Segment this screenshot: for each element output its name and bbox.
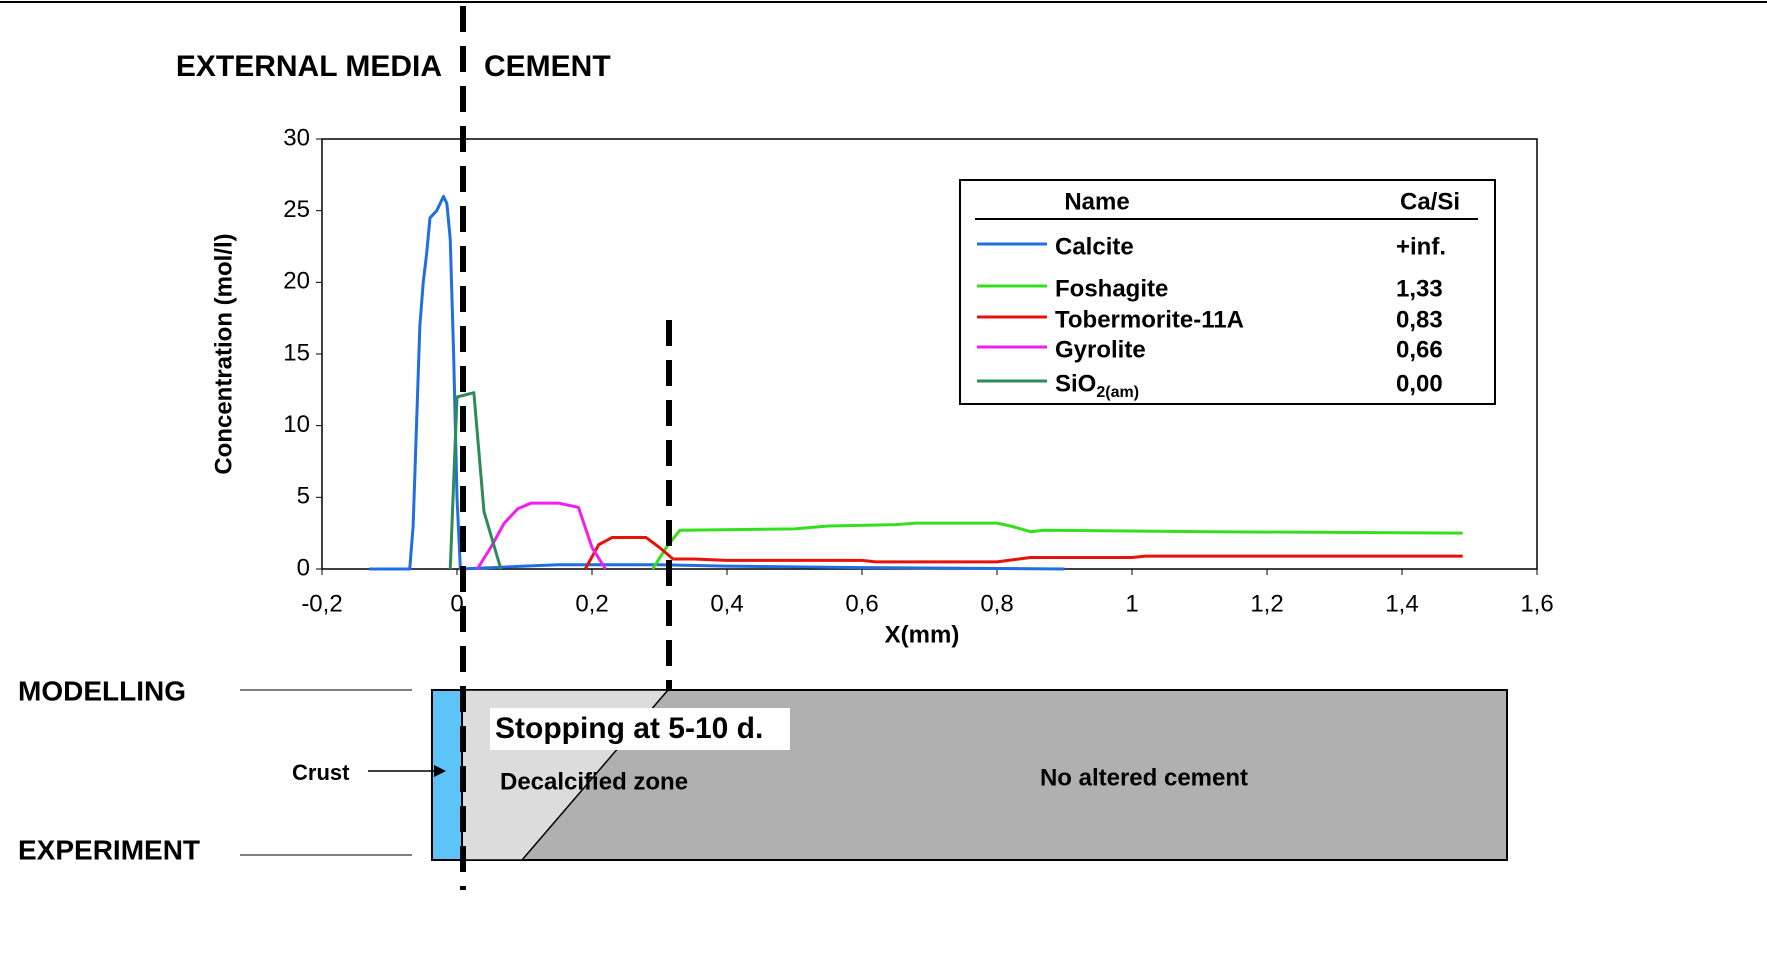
x-tick-label: 0,4	[710, 590, 743, 617]
experiment-label: EXPERIMENT	[18, 834, 200, 865]
y-tick-label: 15	[283, 339, 310, 366]
decalcified-label: Decalcified zone	[500, 768, 688, 795]
external-media-label: EXTERNAL MEDIA	[176, 50, 442, 83]
y-axis-label: Concentration (mol/l)	[210, 233, 237, 474]
x-tick-label: 1	[1125, 590, 1138, 617]
x-axis-label: X(mm)	[885, 621, 960, 648]
legend-ratio: 0,83	[1396, 306, 1443, 333]
unaltered-label: No altered cement	[1040, 764, 1248, 791]
y-tick-label: 5	[297, 483, 310, 510]
cement-label: CEMENT	[484, 50, 611, 83]
crust-label: Crust	[292, 760, 350, 785]
stopping-label: Stopping at 5-10 d.	[495, 712, 763, 745]
legend-label: Calcite	[1055, 233, 1134, 260]
legend-ratio: 0,66	[1396, 336, 1443, 363]
y-tick-label: 30	[283, 124, 310, 151]
legend-ratio: 1,33	[1396, 275, 1443, 302]
legend-label: Foshagite	[1055, 275, 1168, 302]
legend-ratio: +inf.	[1396, 233, 1446, 260]
series-line	[653, 523, 1463, 569]
x-tick-label: 0,2	[575, 590, 608, 617]
x-tick-label: -0,2	[301, 590, 342, 617]
chart: EXTERNAL MEDIA CEMENT Concentration (mol…	[0, 0, 1767, 973]
series-line	[585, 537, 1463, 569]
legend-label: Gyrolite	[1055, 336, 1146, 363]
legend-header: Name	[1064, 188, 1129, 215]
y-tick-label: 10	[283, 411, 310, 438]
x-tick-label: 0,6	[845, 590, 878, 617]
x-tick-label: 0,8	[980, 590, 1013, 617]
y-tick-label: 25	[283, 196, 310, 223]
legend-ratio: 0,00	[1396, 370, 1443, 397]
legend-header: Ca/Si	[1400, 188, 1460, 215]
x-tick-label: 1,4	[1385, 590, 1418, 617]
x-tick-label: 1,6	[1520, 590, 1553, 617]
modelling-label: MODELLING	[18, 675, 186, 706]
legend-subscript: 2(am)	[1096, 384, 1139, 401]
y-tick-label: 20	[283, 268, 310, 295]
y-tick-label: 0	[297, 554, 310, 581]
legend-label: Tobermorite-11A	[1055, 306, 1244, 333]
x-tick-label: 1,2	[1250, 590, 1283, 617]
